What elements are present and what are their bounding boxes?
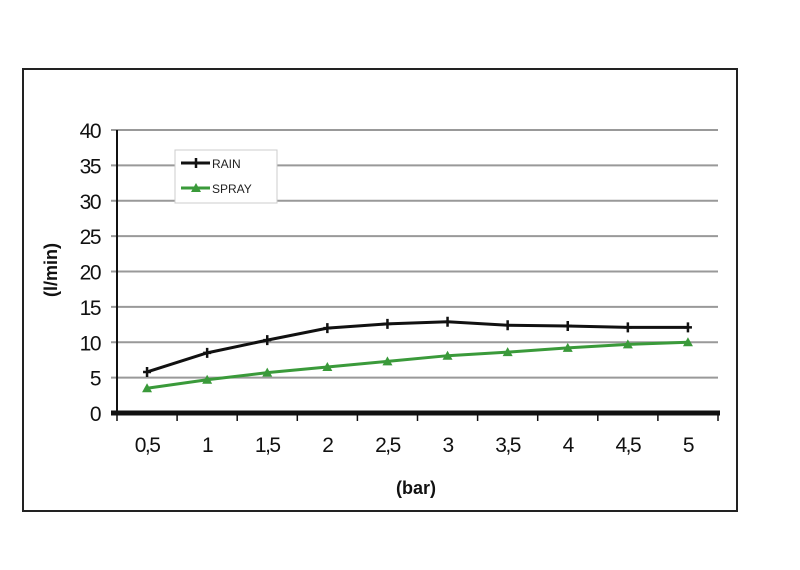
data-point-rain xyxy=(623,322,632,333)
x-tick-label: 1 xyxy=(202,434,213,457)
y-tick-label: 20 xyxy=(80,262,101,285)
legend: RAIN SPRAY xyxy=(174,149,278,204)
y-tick-label: 25 xyxy=(80,226,101,249)
data-point-spray xyxy=(382,356,393,366)
x-tick-label: 5 xyxy=(683,434,694,457)
y-tick-label: 40 xyxy=(80,120,101,143)
y-tick-label: 10 xyxy=(80,332,101,355)
data-point-spray xyxy=(442,350,453,360)
x-tick-label: 2 xyxy=(322,434,333,457)
x-tick-label: 3 xyxy=(442,434,453,457)
y-tick-label: 35 xyxy=(80,155,101,178)
data-point-rain xyxy=(383,318,392,329)
x-tick-label: 0,5 xyxy=(135,434,161,457)
x-tick-label: 1,5 xyxy=(255,434,281,457)
data-point-spray xyxy=(202,374,213,384)
legend-label: RAIN xyxy=(212,157,241,171)
legend-marker-spray xyxy=(191,183,201,192)
data-point-spray xyxy=(262,367,273,377)
data-point-spray xyxy=(502,347,513,357)
data-point-rain xyxy=(203,347,212,358)
data-point-spray xyxy=(682,337,693,347)
data-point-rain xyxy=(443,316,452,327)
series-line-spray xyxy=(146,340,689,390)
data-point-rain xyxy=(683,322,692,333)
data-point-rain xyxy=(263,335,272,346)
x-tick-label: 2,5 xyxy=(375,434,401,457)
x-tick-label: 3,5 xyxy=(495,434,521,457)
y-tick-label: 5 xyxy=(90,368,101,391)
data-point-rain xyxy=(503,320,512,331)
y-tick-label: 30 xyxy=(80,191,101,214)
data-point-spray xyxy=(142,383,153,393)
data-point-rain xyxy=(143,366,152,377)
legend-label: SPRAY xyxy=(212,182,252,196)
x-tick-label: 4,5 xyxy=(615,434,641,457)
data-point-spray xyxy=(562,342,573,352)
x-axis-label: (bar) xyxy=(396,478,436,498)
y-axis-label: (l/min) xyxy=(41,243,61,297)
y-tick-label: 0 xyxy=(90,403,101,426)
chart-frame xyxy=(22,68,738,512)
series-line-rain xyxy=(146,320,688,374)
data-point-spray xyxy=(622,339,633,349)
data-point-rain xyxy=(323,323,332,334)
y-tick-label: 15 xyxy=(80,297,101,320)
legend-marker-rain xyxy=(192,158,200,168)
data-point-spray xyxy=(322,362,333,372)
x-tick-label: 4 xyxy=(563,434,575,457)
data-point-rain xyxy=(563,320,572,331)
